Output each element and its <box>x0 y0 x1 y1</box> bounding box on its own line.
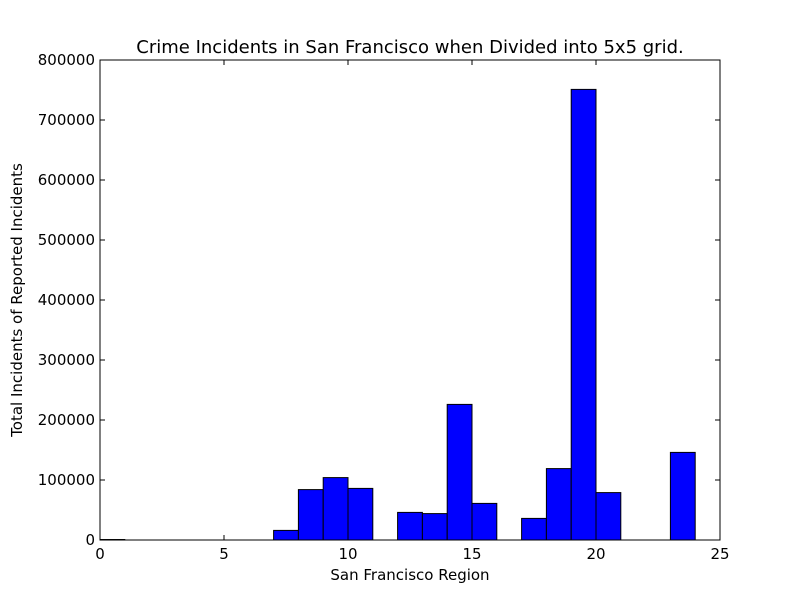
ticks-group: 0 5 10 15 20 25 0 100000 200000 300000 400000 50000… <box>38 51 730 563</box>
y-axis-label: Total Incidents of Reported Incidents <box>8 163 26 438</box>
bar-region-20 <box>595 492 622 541</box>
y-tick-label: 100000 <box>38 471 95 489</box>
bar-region-17 <box>521 517 547 541</box>
bar-region-23 <box>669 451 696 541</box>
x-tick-label: 10 <box>338 545 357 563</box>
y-tick-label: 200000 <box>38 411 95 429</box>
y-tick-label: 600000 <box>38 171 95 189</box>
plot-area-frame <box>99 59 721 541</box>
y-tick-label: 300000 <box>38 351 95 369</box>
chart-title: Crime Incidents in San Francisco when Di… <box>136 37 683 58</box>
bar-region-9 <box>322 477 349 541</box>
bar-region-8 <box>297 489 324 541</box>
x-tick-label: 15 <box>462 545 481 563</box>
bars-group <box>99 88 696 541</box>
bar-region-15 <box>471 502 498 541</box>
x-tick-label: 20 <box>586 545 605 563</box>
bar-region-13 <box>421 513 448 541</box>
bar-region-19 <box>570 88 597 541</box>
x-tick-label: 25 <box>710 545 729 563</box>
y-tick-label: 500000 <box>38 231 95 249</box>
bar-region-12 <box>397 511 423 541</box>
bar-region-18 <box>545 468 572 541</box>
x-axis-label: San Francisco Region <box>330 566 489 584</box>
bar-region-14 <box>446 403 473 541</box>
y-tick-label: 700000 <box>38 111 95 129</box>
y-tick-label: 400000 <box>38 291 95 309</box>
y-tick-label: 800000 <box>38 51 95 69</box>
bar-region-10 <box>347 487 374 541</box>
bar-region-7 <box>273 529 299 541</box>
x-tick-label: 0 <box>95 545 105 563</box>
x-tick-label: 5 <box>219 545 229 563</box>
y-tick-label: 0 <box>85 531 95 549</box>
